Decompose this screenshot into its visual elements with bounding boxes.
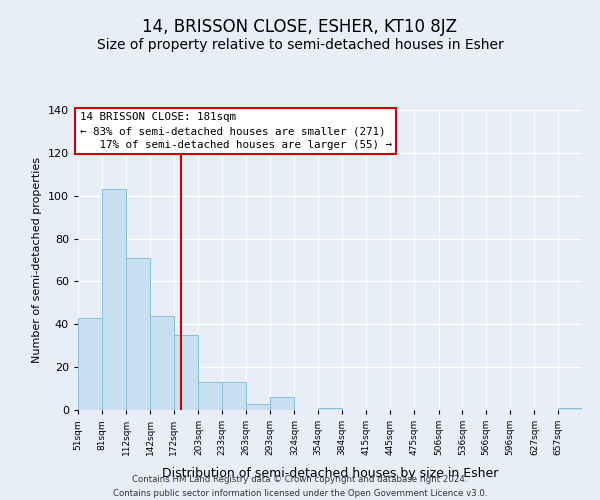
Bar	[102, 190, 127, 410]
Bar	[199, 382, 222, 410]
Y-axis label: Number of semi-detached properties: Number of semi-detached properties	[32, 157, 42, 363]
Bar	[270, 397, 295, 410]
Text: Contains HM Land Registry data © Crown copyright and database right 2024.
Contai: Contains HM Land Registry data © Crown c…	[113, 476, 487, 498]
Bar	[127, 258, 150, 410]
Bar	[246, 404, 270, 410]
Text: 14, BRISSON CLOSE, ESHER, KT10 8JZ: 14, BRISSON CLOSE, ESHER, KT10 8JZ	[143, 18, 458, 36]
X-axis label: Distribution of semi-detached houses by size in Esher: Distribution of semi-detached houses by …	[162, 466, 498, 479]
Bar	[222, 382, 246, 410]
Bar	[558, 408, 582, 410]
Bar	[174, 335, 199, 410]
Bar	[150, 316, 174, 410]
Text: 14 BRISSON CLOSE: 181sqm
← 83% of semi-detached houses are smaller (271)
   17% : 14 BRISSON CLOSE: 181sqm ← 83% of semi-d…	[80, 112, 392, 150]
Bar	[318, 408, 342, 410]
Bar	[78, 318, 102, 410]
Text: Size of property relative to semi-detached houses in Esher: Size of property relative to semi-detach…	[97, 38, 503, 52]
